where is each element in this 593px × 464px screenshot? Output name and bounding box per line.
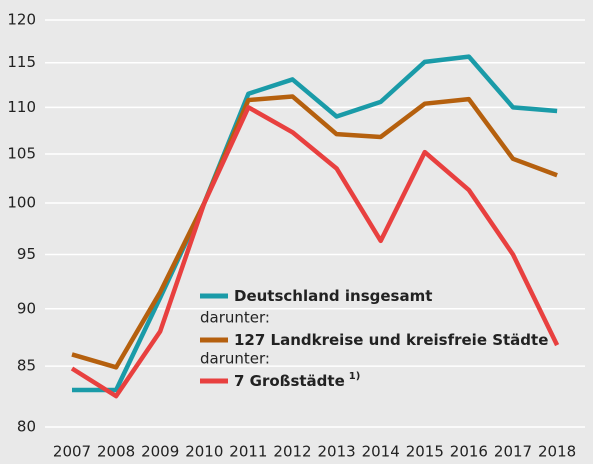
series-line (70, 105, 560, 399)
x-tick-label: 2014 (362, 443, 400, 461)
x-tick-label: 2009 (141, 443, 179, 461)
x-tick-label: 2011 (229, 443, 267, 461)
x-tick-label: 2017 (494, 443, 532, 461)
y-tick-label: 120 (7, 11, 36, 29)
y-tick-label: 105 (7, 145, 36, 163)
legend-note: darunter: (200, 309, 270, 327)
y-tick-label: 95 (17, 245, 36, 263)
legend-note: darunter: (200, 350, 270, 368)
y-tick-label: 100 (7, 194, 36, 212)
y-tick-label: 115 (7, 53, 36, 71)
series-line (72, 54, 558, 393)
x-tick-label: 2008 (97, 443, 135, 461)
x-tick-label: 2016 (450, 443, 488, 461)
y-tick-label: 80 (17, 418, 36, 436)
legend-label: 7 Großstädte 1) (234, 371, 360, 390)
x-tick-label: 2015 (406, 443, 444, 461)
legend-label: 127 Landkreise und kreisfreie Städte (234, 331, 548, 349)
x-tick-label: 2018 (538, 443, 576, 461)
y-tick-label: 110 (7, 98, 36, 116)
legend-name: 7 Großstädte (234, 372, 345, 390)
legend-superscript: 1) (349, 371, 361, 382)
x-tick-label: 2012 (273, 443, 311, 461)
legend-label: Deutschland insgesamt (234, 287, 432, 305)
x-tick-label: 2007 (53, 443, 91, 461)
y-tick-label: 90 (17, 299, 36, 317)
x-tick-label: 2013 (318, 443, 356, 461)
series-line (71, 94, 558, 370)
legend-name: Deutschland insgesamt (234, 287, 432, 305)
x-tick-label: 2010 (185, 443, 223, 461)
y-tick-label: 85 (17, 357, 36, 375)
legend-name: 127 Landkreise und kreisfreie Städte (234, 331, 548, 349)
